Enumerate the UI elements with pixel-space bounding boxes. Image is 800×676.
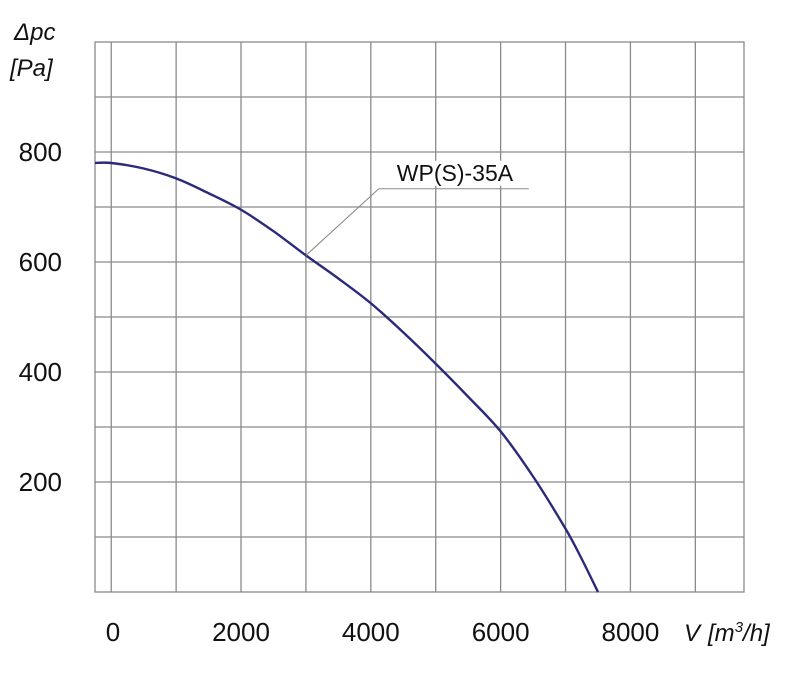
- y-tick-label-200: 200: [19, 467, 62, 497]
- grid: [95, 42, 744, 592]
- plot-frame: [94, 41, 745, 593]
- x-tick-label-0: 0: [106, 617, 120, 647]
- y-axis-unit: [Pa]: [9, 55, 54, 82]
- annotation-label-0: WP(S)-35A: [397, 160, 514, 186]
- y-tick-label-600: 600: [19, 247, 62, 277]
- x-axis-unit-superscript: 3: [735, 619, 744, 636]
- x-axis-title: V [m3/h]: [684, 619, 771, 647]
- y-tick-label-400: 400: [19, 357, 62, 387]
- y-tick-label-800: 800: [19, 137, 62, 167]
- x-axis-unit-prefix: [m: [707, 620, 735, 647]
- x-axis-unit-suffix: /h]: [741, 620, 771, 647]
- x-tick-label-6000: 6000: [472, 617, 530, 647]
- annotation-layer: WP(S)-35A: [305, 160, 529, 256]
- y-axis-ticks: 200 400 600 800: [19, 137, 62, 497]
- y-axis-symbol: Δpc: [13, 19, 55, 46]
- series-line-0: [94, 161, 600, 593]
- annotation-label-bg-0: [392, 160, 519, 186]
- x-tick-label-2000: 2000: [212, 617, 270, 647]
- x-tick-label-4000: 4000: [342, 617, 400, 647]
- x-axis-symbol: V: [684, 620, 702, 647]
- x-tick-label-8000: 8000: [602, 617, 660, 647]
- annotation-leader-0: [305, 188, 380, 256]
- x-axis-ticks: 0 2000 4000 6000 8000: [106, 617, 660, 647]
- series-layer: [94, 161, 600, 593]
